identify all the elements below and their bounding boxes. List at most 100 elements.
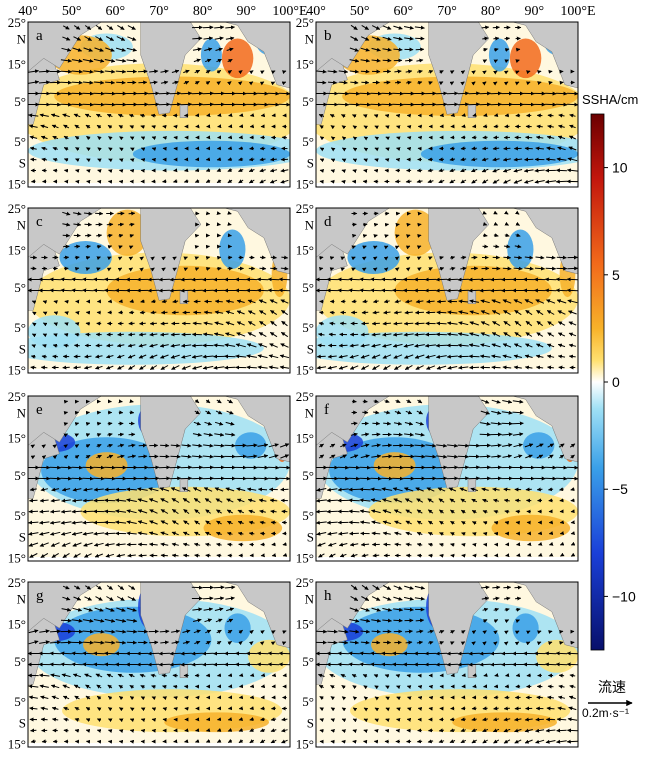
- lat-tick-label: 25°: [8, 575, 26, 590]
- lat-tick-label: 15°: [8, 551, 26, 566]
- lat-tick-label: N: [17, 406, 27, 421]
- lat-tick-label: 5°: [14, 94, 26, 109]
- map-frame: [27, 581, 291, 748]
- lat-tick-label: 15°: [296, 242, 314, 257]
- map-frame: [27, 21, 291, 188]
- lat-tick-label: S: [307, 529, 314, 544]
- map-frame: [315, 21, 579, 188]
- lat-tick-label: 5°: [14, 508, 26, 523]
- colorbar-tick-label: −10: [612, 588, 636, 604]
- map-panel-b: b 25° N 15° 5° 5° S 15°: [296, 15, 579, 192]
- land-arabia: [316, 22, 390, 72]
- lon-tick-label: 50°: [350, 4, 370, 19]
- lat-tick-label: 5°: [302, 508, 314, 523]
- land-india: [140, 208, 202, 301]
- lat-tick-label: 15°: [8, 242, 26, 257]
- vector-legend-title: 流速: [598, 679, 626, 695]
- panel-label: a: [36, 28, 43, 44]
- lat-tick-label: N: [17, 32, 27, 47]
- map-panel-f: f 25° N 15° 5° 5° S 15°: [296, 389, 579, 566]
- current-vectors: [316, 584, 578, 744]
- panel-label: c: [36, 214, 43, 230]
- lat-tick-label: 25°: [296, 575, 314, 590]
- lon-tick-label: 80°: [193, 4, 213, 19]
- land-india: [428, 208, 490, 301]
- current-vectors: [316, 210, 578, 371]
- lat-tick-label: 5°: [302, 94, 314, 109]
- lat-tick-label: 15°: [296, 363, 314, 378]
- lat-tick-label: S: [307, 155, 314, 170]
- land-arabia: [316, 396, 390, 446]
- lon-tick-label: 40°: [306, 4, 326, 19]
- lat-tick-label: 5°: [14, 694, 26, 709]
- lat-tick-label: 25°: [296, 15, 314, 30]
- lat-tick-label: 15°: [8, 737, 26, 752]
- lon-tick-label: 100°E: [272, 4, 307, 19]
- ssha-colorbar: SSHA/cm 10 5 0 −5 −10: [582, 92, 638, 651]
- lat-tick-label: 5°: [302, 468, 314, 483]
- lat-tick-label: 25°: [8, 201, 26, 216]
- lon-tick-label: 70°: [437, 4, 457, 19]
- current-vectors: [28, 24, 290, 184]
- vector-legend: 流速 0.2m·s⁻¹: [582, 679, 633, 720]
- lat-tick-label: 5°: [14, 654, 26, 669]
- map-frame: [27, 395, 291, 562]
- lat-tick-label: 15°: [296, 616, 314, 631]
- lat-tick-label: 15°: [8, 363, 26, 378]
- map-frame: [27, 207, 291, 374]
- panel-label: b: [324, 28, 332, 44]
- panel-label: g: [36, 588, 44, 604]
- colorbar-tick-label: 5: [612, 267, 620, 283]
- land-arabia: [316, 208, 390, 258]
- lat-tick-label: S: [19, 341, 26, 356]
- lat-tick-label: 15°: [296, 551, 314, 566]
- current-vectors: [28, 399, 290, 559]
- lat-tick-label: S: [19, 529, 26, 544]
- lat-tick-label: 15°: [296, 430, 314, 445]
- lat-tick-label: N: [17, 218, 27, 233]
- lat-tick-label: 5°: [302, 654, 314, 669]
- lon-tick-label: 80°: [481, 4, 501, 19]
- current-vectors: [316, 24, 578, 184]
- lat-tick-label: 5°: [302, 280, 314, 295]
- lon-tick-label: 70°: [149, 4, 169, 19]
- lon-tick-label: 40°: [18, 4, 38, 19]
- map-panel-d: d 25° N 15° 5° 5° S 15°: [296, 201, 579, 378]
- lat-tick-label: 15°: [8, 56, 26, 71]
- land-arabia: [28, 582, 102, 632]
- land-arabia: [28, 22, 102, 72]
- panel-label: e: [36, 402, 43, 418]
- map-frame: [315, 207, 579, 374]
- land-arabia: [28, 208, 102, 258]
- colorbar-ticks: 10 5 0 −5 −10: [604, 160, 636, 604]
- current-vectors: [28, 210, 290, 370]
- lat-tick-label: S: [19, 715, 26, 730]
- map-panel-a: a 25° N 15° 5° 5° S 15°: [8, 15, 291, 192]
- land-india: [428, 22, 490, 115]
- lat-tick-label: N: [305, 32, 315, 47]
- colorbar-tick-label: 10: [612, 160, 628, 176]
- map-panel-h: h 25° N 15° 5° 5° S 15°: [296, 575, 579, 752]
- lat-tick-label: N: [305, 592, 315, 607]
- lat-tick-label: 5°: [14, 320, 26, 335]
- land-arabia: [28, 396, 102, 446]
- lat-tick-label: S: [19, 155, 26, 170]
- colorbar-gradient: [590, 113, 605, 651]
- lat-tick-label: 25°: [8, 15, 26, 30]
- lat-tick-label: 15°: [8, 616, 26, 631]
- current-vectors: [28, 584, 290, 744]
- colorbar-title: SSHA/cm: [582, 92, 638, 107]
- lon-tick-label: 60°: [106, 4, 126, 19]
- panel-label: f: [324, 402, 329, 418]
- lat-tick-label: 5°: [302, 320, 314, 335]
- map-frame: [315, 581, 579, 748]
- current-vectors: [316, 399, 578, 558]
- lat-tick-label: 15°: [8, 430, 26, 445]
- map-panel-e: e 25° N 15° 5° 5° S 15°: [8, 389, 291, 566]
- lat-tick-label: S: [307, 341, 314, 356]
- lat-tick-label: 25°: [296, 389, 314, 404]
- lat-tick-label: 15°: [8, 177, 26, 192]
- lat-tick-label: N: [305, 406, 315, 421]
- lat-tick-label: 15°: [296, 737, 314, 752]
